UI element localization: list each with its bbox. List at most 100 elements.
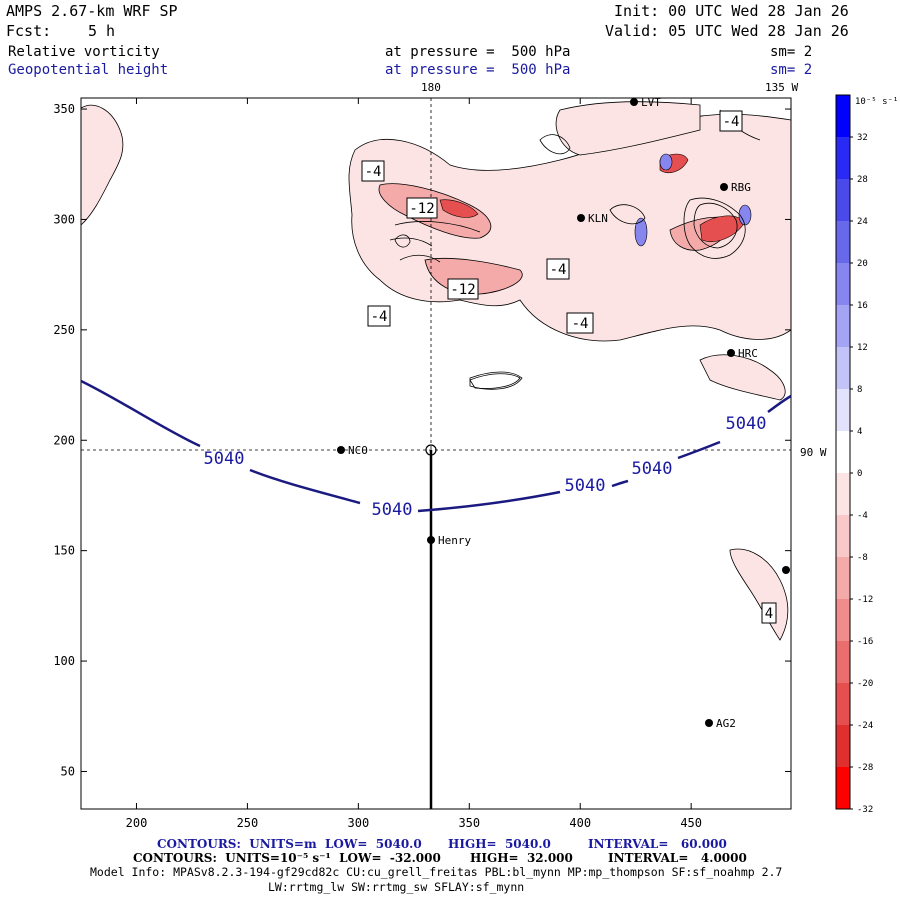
- colorbar-tick-label: 20: [857, 259, 868, 269]
- vorticity-label-box: [761, 602, 777, 624]
- colorbar-swatch: [836, 599, 850, 642]
- forecast-value: 5 h: [88, 22, 116, 40]
- vorticity-label-box: [361, 160, 385, 182]
- station-label: NCO: [348, 444, 368, 457]
- footer-model-info: Model Info: MPASv8.2.3-194-gf29cd82c CU:…: [90, 865, 783, 879]
- vorticity-label-box: [447, 278, 479, 300]
- height-contour-label: 5040: [632, 459, 673, 479]
- x-tick-label: 300: [348, 816, 370, 830]
- x-tick-label: 400: [569, 816, 591, 830]
- colorbar-swatch: [836, 221, 850, 264]
- vorticity-contour-label: -4: [723, 114, 740, 130]
- y-tick-label: 250: [53, 323, 75, 337]
- colorbar-tick-label: 32: [857, 133, 868, 143]
- pole-marker: [425, 444, 437, 456]
- colorbar-swatch: [836, 725, 850, 768]
- colorbar-tick-label: -4: [857, 511, 868, 521]
- plot-frame: [80, 97, 792, 810]
- y-tick-label: 50: [61, 764, 75, 778]
- colorbar-swatch: [836, 767, 850, 810]
- y-tick-label: 100: [53, 654, 75, 668]
- forecast-label: Fcst:: [6, 22, 52, 40]
- footer-height-interval: INTERVAL= 60.000: [588, 837, 727, 851]
- vorticity-contour-label: 4: [765, 606, 773, 622]
- height-contour-label: 5040: [726, 414, 767, 434]
- colorbar-swatch: [836, 263, 850, 306]
- edge-station-marker: [782, 566, 790, 574]
- station-marker: [427, 536, 435, 544]
- vorticity-contour-label: -4: [365, 164, 382, 180]
- vorticity-contour-label: -4: [572, 316, 589, 332]
- field2-name: Geopotential height: [8, 62, 169, 78]
- footer-height-high: HIGH= 5040.0: [448, 837, 551, 851]
- stations: LVT RBG KLN HRC NCO Henry AG2: [337, 96, 790, 730]
- colorbar-tick-label: 16: [857, 301, 868, 311]
- vorticity-label-box: [367, 305, 391, 327]
- colorbar-tick-label: 12: [857, 343, 868, 353]
- colorbar-swatch: [836, 347, 850, 390]
- x-tick-label: 350: [458, 816, 480, 830]
- station-label: LVT: [641, 96, 661, 109]
- colorbar-unit-label: 10⁻⁵ s⁻¹: [855, 97, 898, 107]
- colorbar-swatch: [836, 95, 850, 138]
- footer-height-contours: CONTOURS: UNITS=m LOW= 5040.0: [157, 837, 422, 851]
- colorbar-swatch: [836, 137, 850, 180]
- vorticity-label-box: [566, 312, 594, 334]
- lon-label-180: 180: [421, 81, 441, 94]
- vorticity-label-box: [546, 258, 570, 280]
- station-label: KLN: [588, 212, 608, 225]
- colorbar-tick-label: 4: [857, 427, 862, 437]
- field1-name: Relative vorticity: [8, 44, 160, 60]
- vorticity-contour-label: -4: [371, 309, 388, 325]
- lon-label-135w: 135 W: [765, 81, 798, 94]
- lon-label-90w: 90 W: [800, 446, 827, 459]
- station-marker: [705, 719, 713, 727]
- station-label: AG2: [716, 717, 736, 730]
- colorbar-swatch: [836, 515, 850, 558]
- height-contour-label: 5040: [565, 476, 606, 496]
- station-marker: [720, 183, 728, 191]
- vorticity-label-box: [406, 197, 438, 219]
- footer-vort-contours: CONTOURS: UNITS=10⁻⁵ s⁻¹ LOW= -32.000: [133, 851, 441, 865]
- field1-level: at pressure = 500 hPa: [385, 44, 571, 60]
- vorticity-shading: [81, 101, 791, 641]
- vorticity-positive: [634, 153, 752, 247]
- colorbar-tick-label: -32: [857, 805, 873, 815]
- valid-time: Valid: 05 UTC Wed 28 Jan 26: [605, 22, 849, 40]
- colorbar-swatch: [836, 683, 850, 726]
- vorticity-contour-label: -4: [550, 262, 567, 278]
- station-marker: [630, 98, 638, 106]
- colorbar-tick-label: -28: [857, 763, 873, 773]
- height-contour-label: 5040: [372, 500, 413, 520]
- init-time: Init: 00 UTC Wed 28 Jan 26: [614, 2, 849, 20]
- contour-labels: 5040 5040 5040 5040 5040 -4 -12 -12 -4 -4 -4 -4 4: [204, 110, 777, 624]
- colorbar-swatch: [836, 179, 850, 222]
- colorbar-tick-label: -12: [857, 595, 873, 605]
- y-tick-label: 200: [53, 433, 75, 447]
- y-tick-label: 150: [53, 544, 75, 558]
- footer-model-info-2: LW:rrtmg_lw SW:rrtmg_sw SFLAY:sf_mynn: [268, 880, 525, 894]
- colorbar-tick-label: 28: [857, 175, 868, 185]
- vorticity-label-box: [719, 110, 743, 132]
- colorbar-tick-label: 8: [857, 385, 862, 395]
- y-tick-label: 350: [53, 102, 75, 116]
- colorbar-tick-label: -16: [857, 637, 873, 647]
- station-marker: [337, 446, 345, 454]
- colorbar-swatch: [836, 641, 850, 684]
- colorbar-tick-label: -20: [857, 679, 873, 689]
- model-title: AMPS 2.67-km WRF SP: [6, 2, 178, 20]
- colorbar-tick-label: -24: [857, 721, 873, 731]
- height-contour-label: 5040: [204, 449, 245, 469]
- station-marker: [727, 349, 735, 357]
- station-marker: [577, 214, 585, 222]
- height-contour-5040: [80, 379, 792, 513]
- colorbar-frame: [835, 94, 851, 810]
- x-tick-label: 200: [126, 816, 148, 830]
- colorbar-swatch: [836, 389, 850, 432]
- station-label: HRC: [738, 347, 758, 360]
- vorticity-contour-label: -12: [409, 201, 434, 217]
- footer-vort-interval: INTERVAL= 4.0000: [608, 851, 747, 865]
- x-tick-label: 450: [680, 816, 702, 830]
- field-layer: [81, 101, 791, 641]
